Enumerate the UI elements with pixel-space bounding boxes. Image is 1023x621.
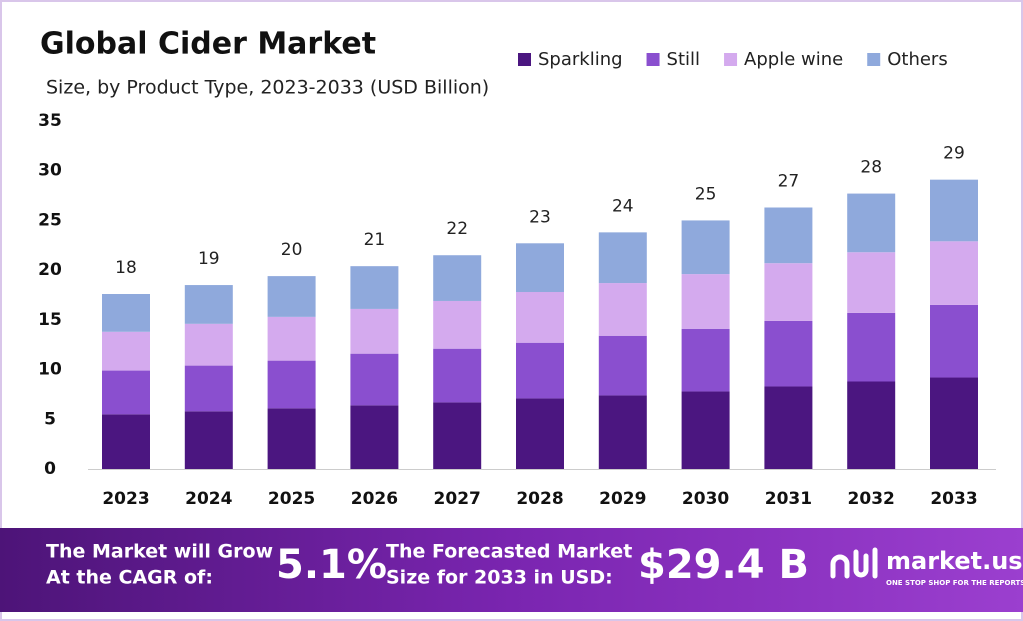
total-label: 24 (612, 196, 634, 216)
y-tick-label: 30 (38, 161, 62, 181)
bar-segment (350, 266, 399, 309)
bar-segment (598, 395, 647, 469)
y-tick-label: 25 (38, 210, 62, 230)
legend-swatch (518, 53, 531, 66)
bar-segment (350, 353, 399, 406)
x-tick-label: 2031 (765, 489, 812, 509)
bar-segment (433, 300, 482, 349)
total-label: 28 (860, 158, 882, 178)
y-tick-label: 35 (38, 111, 62, 131)
forecast-value: $29.4 B (638, 542, 809, 588)
y-tick-label: 0 (44, 459, 56, 479)
x-tick-label: 2029 (599, 489, 646, 509)
y-tick-label: 15 (38, 310, 62, 330)
bar-segment (102, 294, 150, 332)
bar-segment (598, 283, 647, 336)
x-tick-label: 2027 (434, 489, 481, 509)
x-tick-label: 2026 (351, 489, 398, 509)
bar-segment (930, 241, 978, 305)
legend-label: Apple wine (744, 49, 843, 70)
x-tick-label: 2030 (682, 489, 729, 509)
bar-segment (847, 252, 896, 313)
bar-segment (350, 405, 399, 469)
footer: The Market will Grow At the CAGR of: 5.1… (46, 541, 1023, 589)
bar-segment (184, 365, 233, 412)
bar-segment (102, 414, 150, 469)
forecast-label: The Forecasted Market (386, 541, 632, 563)
legend-label: Others (887, 49, 948, 70)
logo-icon (830, 547, 878, 579)
total-label: 22 (446, 219, 468, 239)
total-label: 21 (364, 230, 386, 250)
y-tick-label: 20 (38, 260, 62, 280)
chart-subtitle: Size, by Product Type, 2023-2033 (USD Bi… (46, 77, 489, 99)
bar-segment (764, 207, 813, 264)
bar-segment (102, 331, 150, 371)
legend-swatch (867, 53, 881, 66)
bar-segment (847, 381, 896, 469)
legend-label: Sparkling (538, 49, 623, 70)
bar-segment (681, 328, 730, 392)
bar-segment (516, 342, 564, 399)
forecast-label: Size for 2033 in USD: (386, 567, 613, 589)
total-label: 29 (943, 144, 965, 164)
bar-segment (267, 360, 316, 409)
bar-segment (681, 274, 730, 329)
bar-segment (598, 232, 647, 284)
brand: market.us (886, 547, 1023, 575)
x-tick-label: 2032 (848, 489, 895, 509)
bar-segment (267, 276, 316, 317)
bar-segment (102, 370, 150, 415)
bar-segment (681, 391, 730, 469)
total-label: 18 (115, 258, 137, 278)
total-label: 19 (198, 249, 220, 269)
total-label: 20 (281, 240, 303, 260)
y-tick-label: 10 (38, 360, 62, 380)
y-tick-label: 5 (44, 409, 56, 429)
legend-label: Still (667, 49, 701, 70)
bar-segment (184, 411, 233, 469)
bar-segment (847, 312, 896, 382)
footer-band (0, 528, 1023, 612)
total-label: 27 (778, 172, 800, 192)
cagr-label: The Market will Grow (46, 541, 273, 563)
bar-segment (350, 308, 399, 354)
x-tick-label: 2023 (102, 489, 149, 509)
bar-segment (433, 348, 482, 403)
bar-segment (267, 316, 316, 361)
bar-segment (764, 320, 813, 387)
bar-segment (930, 377, 978, 469)
bar-segment (598, 335, 647, 396)
bar-segment (764, 386, 813, 469)
bar-segment (516, 398, 564, 469)
bar-segment (184, 285, 233, 324)
chart-title: Global Cider Market (40, 27, 376, 62)
total-label: 23 (529, 207, 551, 227)
bar-segment (184, 323, 233, 366)
bar-segment (267, 408, 316, 469)
bar-segment (433, 255, 482, 301)
legend-swatch (724, 53, 738, 66)
tagline: ONE STOP SHOP FOR THE REPORTS (886, 579, 1023, 587)
x-tick-label: 2024 (185, 489, 232, 509)
legend-swatch (646, 53, 660, 66)
bar-segment (433, 402, 482, 469)
bar-segment (847, 193, 896, 253)
bar-segment (930, 304, 978, 378)
total-label: 25 (695, 184, 717, 204)
bar-segment (516, 292, 564, 343)
x-tick-label: 2025 (268, 489, 315, 509)
bar-segment (930, 179, 978, 242)
cagr-value: 5.1% (276, 542, 387, 588)
x-tick-label: 2033 (930, 489, 977, 509)
bar-segment (681, 220, 730, 275)
bar-segment (516, 243, 564, 293)
cagr-label: At the CAGR of: (46, 567, 213, 589)
x-tick-label: 2028 (516, 489, 563, 509)
bar-segment (764, 263, 813, 321)
